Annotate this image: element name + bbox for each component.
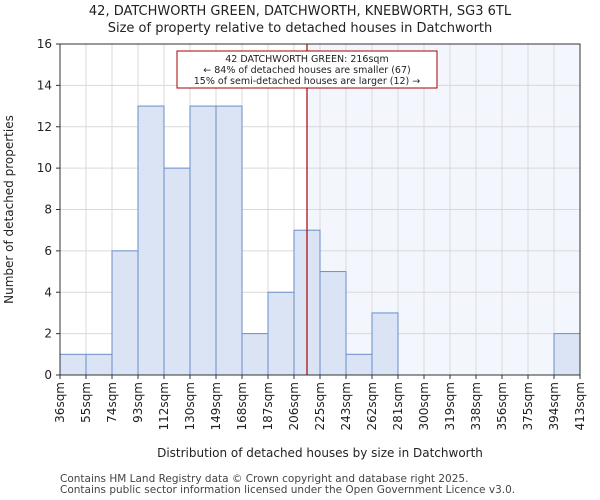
bar-55sqm xyxy=(85,353,113,376)
x-axis-ticks: 36sqm 55sqm 74sqm 93sqm 112sqm 130sqm 149sqm 16… xyxy=(53,375,587,430)
x-tick-label: 394sqm xyxy=(547,382,561,430)
y-axis-label: Number of detached properties xyxy=(2,115,16,304)
y-tick-label: 0 xyxy=(44,368,52,382)
bar-262sqm xyxy=(371,312,399,376)
x-tick-label: 55sqm xyxy=(79,382,93,423)
x-tick-label: 225sqm xyxy=(313,382,327,430)
annotation-line-2: ← 84% of detached houses are smaller (67… xyxy=(203,65,410,76)
x-tick-label: 206sqm xyxy=(287,382,301,430)
chart-subtitle: Size of property relative to detached ho… xyxy=(107,21,493,36)
bar-225sqm xyxy=(319,271,347,376)
bar-112sqm xyxy=(163,167,191,376)
annotation-line-1: 42 DATCHWORTH GREEN: 216sqm xyxy=(225,54,388,65)
y-tick-label: 4 xyxy=(44,285,52,299)
y-axis-ticks: 0 2 4 6 8 10 12 14 16 xyxy=(37,37,60,382)
x-tick-label: 130sqm xyxy=(183,382,197,430)
x-tick-label: 338sqm xyxy=(469,382,483,430)
annotation-line-3: 15% of semi-detached houses are larger (… xyxy=(194,76,421,87)
annotation-frame xyxy=(176,50,438,89)
y-tick-label: 8 xyxy=(44,203,52,217)
x-tick-label: 356sqm xyxy=(495,382,509,430)
bar-93sqm xyxy=(137,105,165,376)
bar-243sqm xyxy=(345,353,373,376)
x-axis-label: Distribution of detached houses by size … xyxy=(157,446,483,460)
x-tick-label: 187sqm xyxy=(261,382,275,430)
x-tick-label: 74sqm xyxy=(105,382,119,423)
bar-36sqm xyxy=(59,353,87,376)
y-tick-label: 16 xyxy=(37,37,52,51)
y-tick-label: 12 xyxy=(37,120,52,134)
x-tick-label: 168sqm xyxy=(235,382,249,430)
annotation-box: 42 DATCHWORTH GREEN: 216sqm ← 84% of det… xyxy=(176,50,438,89)
bar-168sqm xyxy=(241,333,269,376)
x-tick-label: 243sqm xyxy=(339,382,353,430)
x-tick-label: 262sqm xyxy=(365,382,379,430)
y-tick-label: 14 xyxy=(37,78,52,92)
bar-130sqm xyxy=(189,105,217,376)
x-tick-label: 281sqm xyxy=(391,382,405,430)
x-tick-label: 300sqm xyxy=(417,382,431,430)
y-tick-label: 10 xyxy=(37,161,52,175)
y-tick-label: 6 xyxy=(44,244,52,258)
x-tick-label: 413sqm xyxy=(573,382,587,430)
bar-187sqm xyxy=(267,291,295,376)
chart-title: 42, DATCHWORTH GREEN, DATCHWORTH, KNEBWO… xyxy=(88,4,512,19)
bar-149sqm xyxy=(215,105,243,376)
x-tick-label: 36sqm xyxy=(53,382,67,423)
bar-394sqm xyxy=(553,333,581,376)
x-tick-label: 319sqm xyxy=(443,382,457,430)
bar-74sqm xyxy=(111,250,139,376)
x-tick-label: 375sqm xyxy=(521,382,535,430)
footer-copyright: Contains HM Land Registry data © Crown c… xyxy=(60,473,469,485)
x-tick-label: 93sqm xyxy=(131,382,145,423)
x-tick-label: 112sqm xyxy=(157,382,171,430)
x-tick-label: 149sqm xyxy=(209,382,223,430)
y-tick-label: 2 xyxy=(44,327,52,341)
footer-licence: Contains public sector information licen… xyxy=(60,484,516,496)
